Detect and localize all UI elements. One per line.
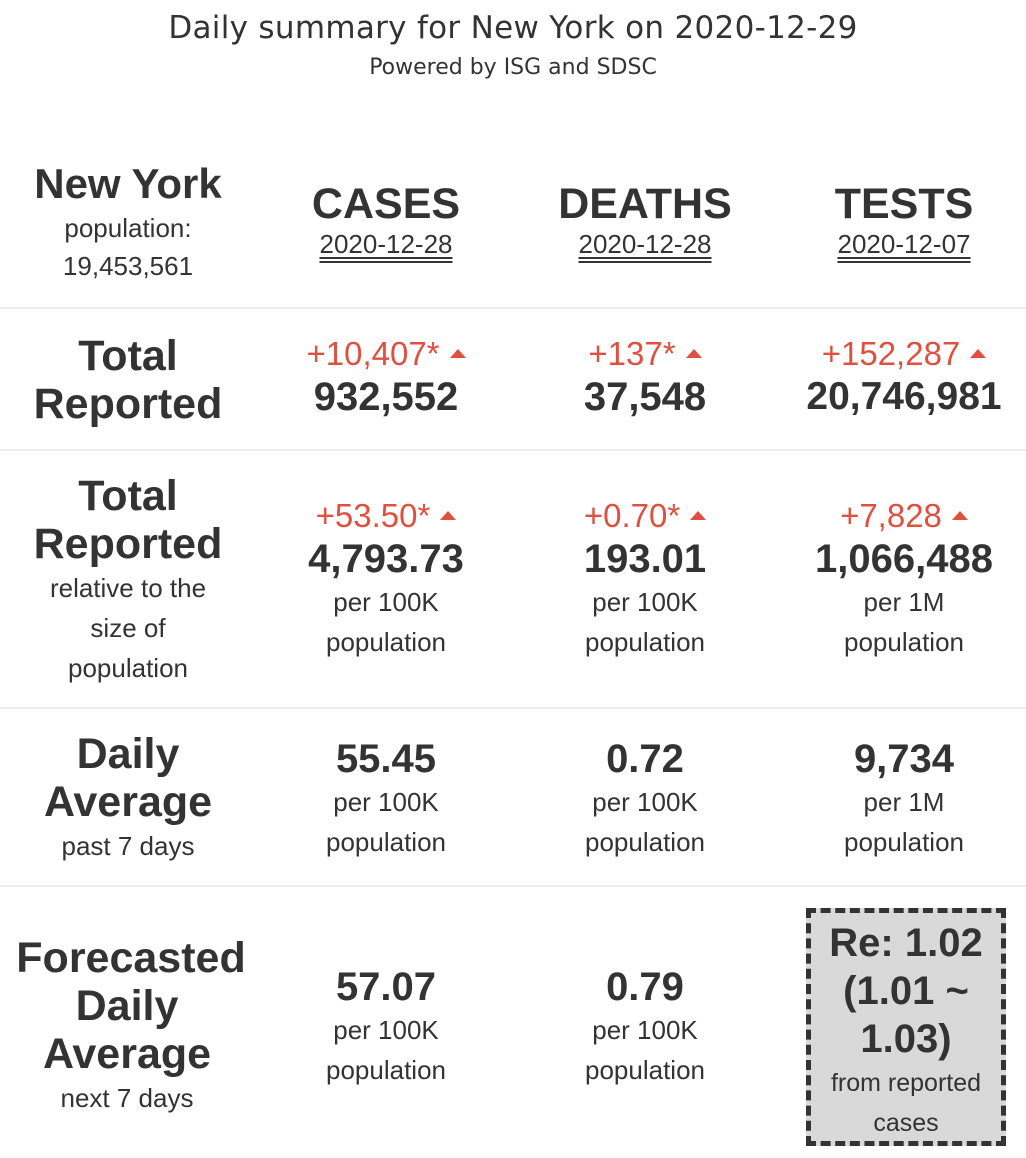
delta-value: +53.50* xyxy=(315,497,431,534)
relative-cases-cell: +53.50* 4,793.73 per 100K population xyxy=(256,496,516,662)
page-title: Daily summary for New York on 2020-12-29 xyxy=(168,10,858,46)
total-cases-cell: +10,407* 932,552 xyxy=(256,334,516,420)
region-info: New York population: 19,453,561 xyxy=(0,160,256,286)
row-sublabel: relative to the xyxy=(49,573,207,603)
column-date: 2020-12-07 xyxy=(837,229,971,259)
increase-arrow-icon xyxy=(685,348,702,358)
re-source: cases xyxy=(873,1109,939,1137)
column-header-deaths: DEATHS 2020-12-28 xyxy=(516,180,774,260)
row-label-line: Daily xyxy=(76,730,180,778)
total-tests-cell: +152,287 20,746,981 xyxy=(774,334,1026,420)
row-label-daily-average: Daily Average past 7 days xyxy=(0,730,256,866)
total-deaths-cell: +137* 37,548 xyxy=(516,334,774,420)
delta-value: +10,407* xyxy=(306,335,440,372)
increase-arrow-icon xyxy=(951,510,968,520)
row-label-line: Forecasted xyxy=(16,934,246,982)
increase-arrow-icon xyxy=(970,348,987,358)
relative-deaths-cell: +0.70* 193.01 per 100K population xyxy=(516,496,774,662)
delta-value: +7,828 xyxy=(840,497,942,534)
unit-label: population xyxy=(585,627,705,657)
unit-label: per 1M xyxy=(863,587,945,617)
population-label: population: xyxy=(64,213,192,243)
row-label-total-reported: Total Reported xyxy=(0,332,256,428)
row-sublabel: next 7 days xyxy=(60,1083,194,1113)
total-value: 37,548 xyxy=(583,375,707,419)
row-label-line: Total xyxy=(78,332,178,380)
row-label-line: Daily xyxy=(75,982,179,1030)
total-value: 932,552 xyxy=(313,375,459,419)
unit-label: population xyxy=(844,827,964,857)
region-name: New York xyxy=(34,160,222,207)
row-label-relative: Total Reported relative to the size of p… xyxy=(0,472,256,688)
unit-label: per 1M xyxy=(863,787,945,817)
column-header-tests: TESTS 2020-12-07 xyxy=(774,180,1026,260)
unit-label: population xyxy=(326,627,446,657)
relative-value: 4,793.73 xyxy=(308,537,464,581)
unit-label: per 100K xyxy=(333,1015,439,1045)
row-divider xyxy=(0,449,1026,451)
increase-arrow-icon xyxy=(690,510,707,520)
column-label: TESTS xyxy=(834,180,974,228)
page-subtitle: Powered by ISG and SDSC xyxy=(369,55,657,80)
unit-label: population xyxy=(326,1055,446,1085)
forecast-cases-cell: 57.07 per 100K population xyxy=(256,964,516,1090)
row-sublabel: size of xyxy=(90,613,166,643)
row-sublabel: population xyxy=(68,653,188,683)
daily-deaths-cell: 0.72 per 100K population xyxy=(516,736,774,862)
delta-value: +0.70* xyxy=(583,497,681,534)
row-label-line: Reported xyxy=(33,520,223,568)
row-label-line: Average xyxy=(43,778,213,826)
population-value: 19,453,561 xyxy=(62,251,194,281)
total-value: 20,746,981 xyxy=(806,375,1002,418)
unit-label: population xyxy=(844,627,964,657)
unit-label: per 100K xyxy=(592,787,698,817)
daily-value: 55.45 xyxy=(335,737,437,781)
row-divider xyxy=(0,707,1026,709)
re-estimate-box: Re: 1.02 (1.01 ~ 1.03) from reported cas… xyxy=(806,908,1006,1146)
daily-tests-cell: 9,734 per 1M population xyxy=(774,736,1026,862)
delta-value: +137* xyxy=(588,335,676,372)
daily-cases-cell: 55.45 per 100K population xyxy=(256,736,516,862)
forecast-deaths-cell: 0.79 per 100K population xyxy=(516,964,774,1090)
column-date: 2020-12-28 xyxy=(319,229,453,259)
row-divider xyxy=(0,307,1026,309)
unit-label: per 100K xyxy=(592,1015,698,1045)
unit-label: per 100K xyxy=(333,587,439,617)
column-label: CASES xyxy=(311,180,461,228)
re-interval: (1.01 ~ xyxy=(843,969,969,1013)
increase-arrow-icon xyxy=(449,348,466,358)
relative-value: 193.01 xyxy=(583,537,707,581)
row-label-forecast: Forecasted Daily Average next 7 days xyxy=(0,934,262,1118)
daily-value: 0.72 xyxy=(606,737,684,781)
row-sublabel: past 7 days xyxy=(61,831,195,861)
column-label: DEATHS xyxy=(558,180,732,228)
re-source: from reported xyxy=(830,1069,982,1097)
increase-arrow-icon xyxy=(440,510,457,520)
re-value: Re: 1.02 xyxy=(829,921,983,965)
unit-label: per 100K xyxy=(333,787,439,817)
unit-label: population xyxy=(585,1055,705,1085)
column-date: 2020-12-28 xyxy=(578,229,712,259)
daily-value: 9,734 xyxy=(853,737,955,781)
relative-value: 1,066,488 xyxy=(815,537,993,581)
forecast-value: 0.79 xyxy=(606,965,684,1009)
unit-label: population xyxy=(585,827,705,857)
forecast-value: 57.07 xyxy=(335,965,437,1009)
row-label-line: Total xyxy=(78,472,178,520)
delta-value: +152,287 xyxy=(821,335,961,372)
row-label-line: Reported xyxy=(33,380,223,428)
row-divider xyxy=(0,885,1026,887)
unit-label: per 100K xyxy=(592,587,698,617)
column-header-cases: CASES 2020-12-28 xyxy=(256,180,516,260)
unit-label: population xyxy=(326,827,446,857)
re-interval: 1.03) xyxy=(860,1017,952,1061)
row-label-line: Average xyxy=(42,1030,212,1078)
relative-tests-cell: +7,828 1,066,488 per 1M population xyxy=(774,496,1026,662)
